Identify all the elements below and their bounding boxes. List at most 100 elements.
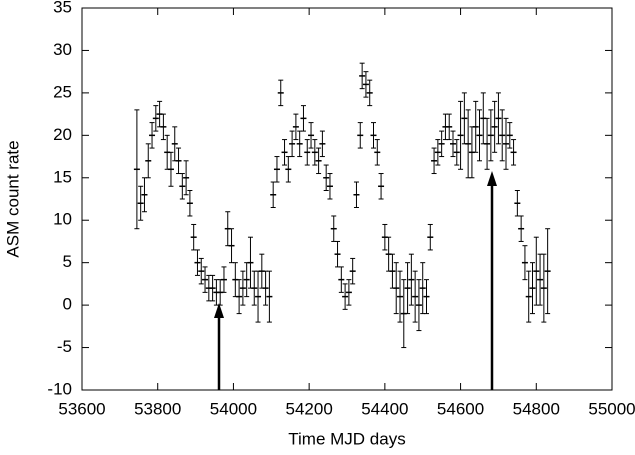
arrow: [487, 171, 497, 390]
data-point: [533, 236, 540, 306]
data-point: [366, 79, 373, 107]
data-point: [438, 130, 445, 158]
data-point: [277, 79, 284, 107]
y-tick-label: 25: [53, 82, 72, 101]
data-point: [453, 139, 460, 166]
data-point: [487, 109, 494, 162]
x-tick-label: 53600: [58, 399, 105, 418]
data-point: [495, 92, 502, 145]
y-tick-label: 0: [63, 295, 72, 314]
data-point: [289, 130, 296, 158]
data-point: [281, 139, 288, 166]
data-point: [446, 113, 453, 141]
y-axis-label: ASM count rate: [3, 140, 22, 257]
data-point: [315, 147, 322, 175]
data-point: [255, 270, 262, 323]
data-point: [345, 279, 352, 306]
data-point: [183, 160, 190, 196]
data-point: [506, 122, 513, 149]
data-point: [525, 270, 532, 323]
x-tick-label: 53800: [134, 399, 181, 418]
data-point: [529, 262, 536, 315]
arrow: [214, 303, 224, 390]
data-point: [491, 100, 498, 153]
x-tick-label: 54600: [437, 399, 484, 418]
data-point: [209, 274, 216, 302]
data-point: [145, 143, 152, 179]
y-tick-label: 35: [53, 0, 72, 16]
data-point: [220, 266, 227, 293]
x-tick-label: 54800: [513, 399, 560, 418]
data-point: [544, 228, 551, 315]
data-point: [423, 279, 430, 315]
data-point: [342, 283, 349, 310]
data-point: [540, 253, 547, 323]
data-point: [378, 173, 385, 200]
data-point: [461, 92, 468, 145]
data-point: [393, 262, 400, 315]
data-point: [285, 156, 292, 183]
y-tick-label: 10: [53, 210, 72, 229]
data-point: [472, 100, 479, 153]
data-point: [353, 181, 360, 208]
data-point: [270, 181, 277, 208]
data-point: [141, 177, 148, 213]
data-point: [186, 190, 193, 217]
data-point: [167, 151, 174, 187]
data-point: [319, 130, 326, 158]
data-point: [338, 266, 345, 293]
data-point: [362, 71, 369, 98]
data-point: [431, 147, 438, 175]
data-point: [381, 223, 388, 251]
data-point: [202, 266, 209, 293]
data-point: [521, 245, 528, 281]
y-tick-label: -10: [47, 379, 72, 398]
data-point: [304, 139, 311, 166]
x-tick-label: 55000: [588, 399, 635, 418]
data-point: [243, 262, 250, 298]
data-point: [484, 117, 491, 170]
x-tick-label: 54200: [286, 399, 333, 418]
data-point: [175, 147, 182, 175]
data-point: [499, 109, 506, 162]
data-point: [415, 279, 422, 332]
data-point: [190, 223, 197, 251]
x-tick-label: 54000: [210, 399, 257, 418]
y-tick-label: 30: [53, 40, 72, 59]
data-point: [419, 262, 426, 315]
data-point: [239, 270, 246, 306]
data-point: [311, 139, 318, 166]
data-point: [412, 270, 419, 323]
data-point: [359, 62, 366, 90]
y-tick-label: 20: [53, 125, 72, 144]
data-point: [370, 122, 377, 149]
data-point: [349, 257, 356, 285]
x-tick-label: 54400: [361, 399, 408, 418]
data-point: [465, 109, 472, 179]
data-point: [137, 185, 144, 221]
data-point: [450, 130, 456, 158]
y-tick-label: 15: [53, 167, 72, 186]
data-point: [389, 253, 396, 289]
data-point: [133, 109, 140, 230]
data-point: [457, 100, 464, 170]
y-tick-label: 5: [63, 252, 72, 271]
data-point: [330, 215, 337, 242]
data-point: [273, 156, 280, 183]
data-point: [427, 223, 434, 251]
data-point: [404, 262, 411, 315]
data-point: [514, 190, 521, 217]
data-point: [228, 228, 235, 264]
data-point: [323, 164, 330, 192]
data-point: [408, 253, 415, 306]
data-point: [308, 122, 315, 149]
data-point: [292, 113, 299, 141]
data-point: [537, 253, 544, 306]
data-point: [476, 109, 483, 162]
data-point: [266, 270, 273, 323]
data-point: [149, 122, 156, 149]
data-point: [296, 130, 303, 158]
data-point: [171, 126, 178, 162]
data-point: [518, 215, 525, 242]
